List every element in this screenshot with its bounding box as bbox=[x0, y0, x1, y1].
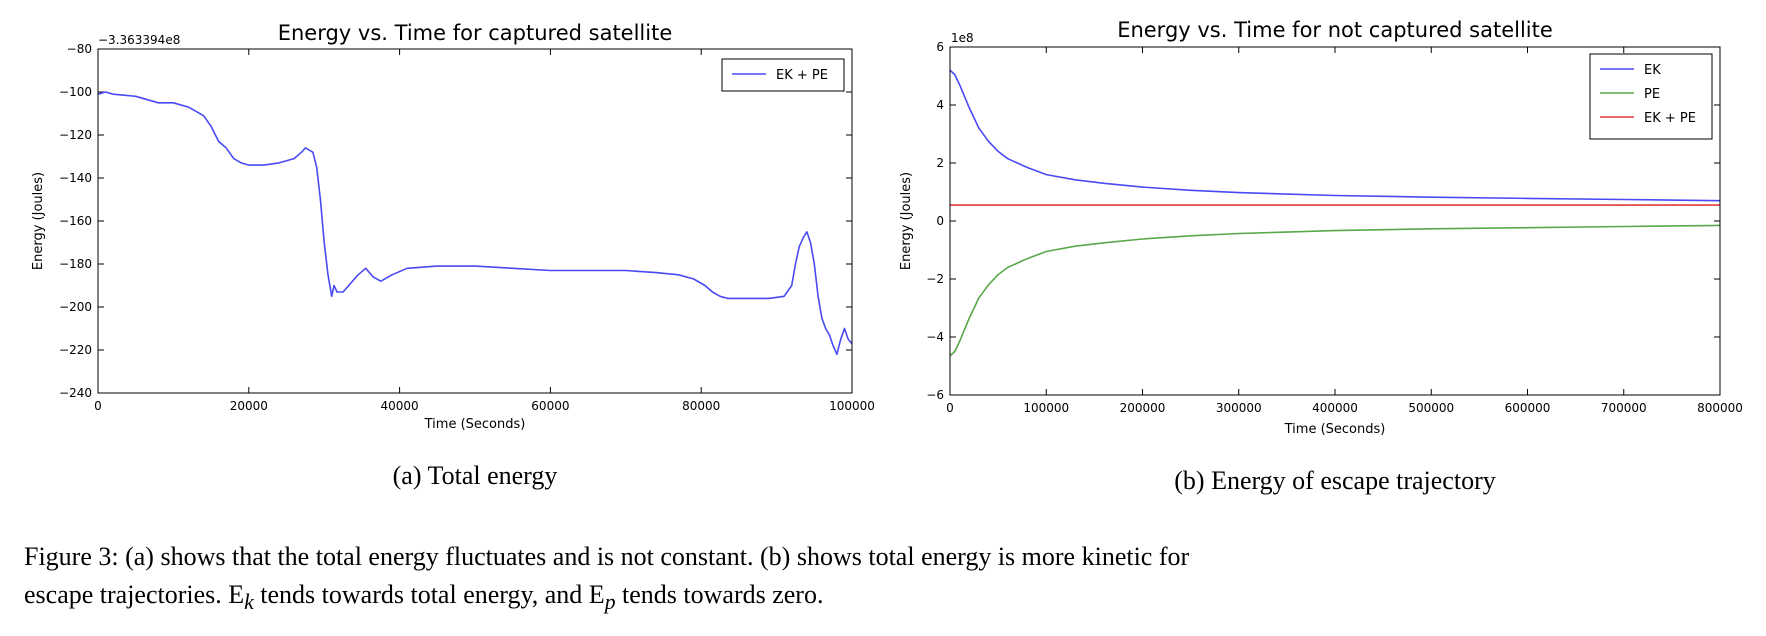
chart-b-xtick-label: 200000 bbox=[1120, 401, 1166, 415]
chart-b-legend-label-2: EK + PE bbox=[1644, 111, 1696, 126]
chart-a-ytick-label: −180 bbox=[59, 257, 92, 271]
chart-b-legend-label-1: PE bbox=[1644, 87, 1660, 102]
chart-b-xlabel: Time (Seconds) bbox=[1284, 422, 1386, 437]
caption-sub-p: p bbox=[605, 590, 616, 614]
subcaption-a: (a) Total energy bbox=[392, 461, 558, 490]
chart-b-legend-label-0: EK bbox=[1644, 63, 1661, 78]
chart-a-xlabel: Time (Seconds) bbox=[424, 417, 526, 432]
caption-line-2-c: tends towards zero. bbox=[615, 580, 824, 609]
chart-b-series-line-0 bbox=[949, 69, 1721, 202]
figure-caption: Figure 3: (a) shows that the total energ… bbox=[24, 538, 1749, 621]
chart-a-ytick-label: −100 bbox=[59, 85, 92, 99]
chart-b-offset-label: 1e8 bbox=[951, 31, 974, 45]
caption-sub-k: k bbox=[244, 590, 254, 614]
chart-a-legend: EK + PE bbox=[721, 58, 845, 92]
caption-line-1: Figure 3: (a) shows that the total energ… bbox=[24, 542, 1190, 571]
caption-sub-p-text: p bbox=[604, 590, 616, 615]
chart-b-ytick-label: 6 bbox=[936, 40, 944, 54]
chart-a-y-ticks: −240 −220 −200 −180 −160 −140 −120 −100 −80 bbox=[59, 42, 852, 400]
chart-b-xtick-label: 800000 bbox=[1697, 401, 1743, 415]
chart-b-x-ticks: 0 100000 200000 300000 400000 500000 600000 700… bbox=[946, 47, 1743, 415]
chart-a-series-line-0 bbox=[97, 91, 853, 356]
chart-a-series bbox=[97, 91, 853, 356]
chart-a-xtick-label: 80000 bbox=[682, 399, 720, 413]
chart-a-legend-box bbox=[721, 58, 845, 92]
chart-b-series-line-1 bbox=[949, 224, 1721, 357]
chart-a-ytick-label: −240 bbox=[59, 386, 92, 400]
chart-b-title: Energy vs. Time for not captured satelli… bbox=[1117, 18, 1553, 42]
chart-a-title: Energy vs. Time for captured satellite bbox=[278, 21, 673, 45]
chart-b-y-ticks: −6 −4 −2 0 2 4 6 bbox=[926, 40, 1720, 402]
chart-a-ytick-label: −140 bbox=[59, 171, 92, 185]
chart-b-ytick-label: 0 bbox=[936, 214, 944, 228]
chart-a-ytick-label: −160 bbox=[59, 214, 92, 228]
chart-a-x-ticks: 0 20000 40000 60000 80000 100000 bbox=[94, 49, 875, 413]
chart-b-xtick-label: 400000 bbox=[1312, 401, 1358, 415]
chart-b-xtick-label: 300000 bbox=[1216, 401, 1262, 415]
chart-a-legend-label-0: EK + PE bbox=[776, 68, 828, 83]
chart-a-plot-frame bbox=[97, 48, 853, 394]
caption-sub-k-text: k bbox=[244, 590, 254, 615]
chart-b-legend-box bbox=[1589, 53, 1713, 140]
chart-b-ytick-label: −2 bbox=[926, 272, 944, 286]
chart-a-ytick-label: −200 bbox=[59, 300, 92, 314]
chart-b-plot-frame bbox=[949, 46, 1721, 396]
chart-b-xtick-label: 500000 bbox=[1408, 401, 1454, 415]
caption-line-2-a: escape trajectories. E bbox=[24, 580, 245, 609]
chart-a-ytick-label: −80 bbox=[67, 42, 92, 56]
chart-b-xtick-label: 700000 bbox=[1601, 401, 1647, 415]
chart-b-ytick-label: 2 bbox=[936, 156, 944, 170]
chart-b-xtick-label: 600000 bbox=[1505, 401, 1551, 415]
subcaption-b: (b) Energy of escape trajectory bbox=[1174, 466, 1496, 495]
chart-b-ytick-label: 4 bbox=[936, 98, 944, 112]
chart-a-ytick-label: −120 bbox=[59, 128, 92, 142]
chart-b-series bbox=[949, 69, 1721, 357]
chart-a-xtick-label: 40000 bbox=[381, 399, 419, 413]
chart-a-xtick-label: 100000 bbox=[829, 399, 875, 413]
chart-a-xtick-label: 60000 bbox=[531, 399, 569, 413]
chart-b-ytick-label: −4 bbox=[926, 330, 944, 344]
chart-b-ylabel: Energy (Joules) bbox=[899, 172, 914, 270]
chart-a-offset-label: −3.363394e8 bbox=[98, 33, 180, 47]
chart-b-xtick-label: 0 bbox=[946, 401, 954, 415]
chart-a-xtick-label: 0 bbox=[94, 399, 102, 413]
chart-a-ytick-label: −220 bbox=[59, 343, 92, 357]
caption-line-2: escape trajectories. Ek tends towards to… bbox=[24, 580, 824, 614]
chart-not-captured-satellite: Energy vs. Time for not captured satelli… bbox=[899, 18, 1743, 437]
chart-captured-satellite: Energy vs. Time for captured satellite −… bbox=[31, 21, 875, 432]
caption-line-2-b: tends towards total energy, and E bbox=[253, 580, 605, 609]
chart-b-legend: EK PE EK + PE bbox=[1589, 53, 1713, 140]
chart-a-ylabel: Energy (Joules) bbox=[31, 172, 46, 270]
chart-a-xtick-label: 20000 bbox=[230, 399, 268, 413]
chart-b-ytick-label: −6 bbox=[926, 388, 944, 402]
chart-b-xtick-label: 100000 bbox=[1023, 401, 1069, 415]
